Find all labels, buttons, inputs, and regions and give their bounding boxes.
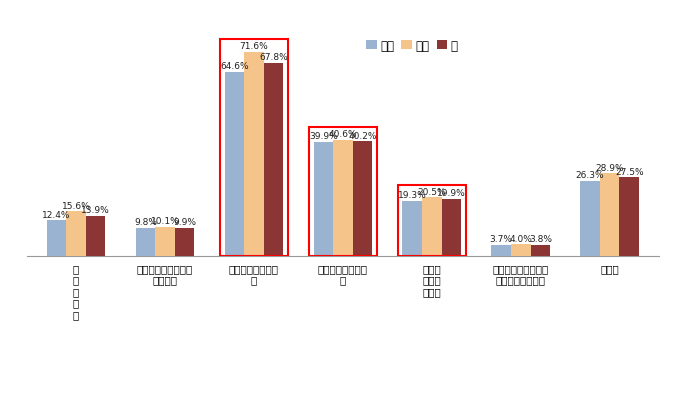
Text: その他: その他: [600, 263, 619, 273]
Bar: [403, 201, 422, 256]
Bar: [314, 143, 333, 256]
Text: 13.9%: 13.9%: [81, 206, 110, 215]
Bar: [492, 246, 511, 256]
Text: 10.1%: 10.1%: [151, 217, 179, 225]
Text: 9.8%: 9.8%: [134, 218, 157, 226]
Bar: [175, 228, 194, 256]
Bar: [530, 245, 550, 256]
Text: 67.8%: 67.8%: [259, 53, 288, 62]
Bar: [263, 64, 283, 256]
Text: 26.3%: 26.3%: [576, 171, 604, 180]
Bar: [67, 212, 86, 256]
Text: 3.7%: 3.7%: [490, 235, 513, 244]
Text: 家計の収入が減っ
た: 家計の収入が減っ た: [229, 263, 279, 285]
Text: 返還するものだとは
思っていなかった: 返還するものだとは 思っていなかった: [493, 263, 549, 285]
Bar: [422, 198, 441, 256]
Bar: [398, 185, 466, 256]
Bar: [309, 128, 377, 256]
Text: 40.2%: 40.2%: [348, 131, 377, 140]
Bar: [47, 221, 67, 256]
Bar: [220, 40, 288, 256]
Text: 20.5%: 20.5%: [418, 187, 446, 196]
Bar: [441, 199, 461, 256]
Text: 15.6%: 15.6%: [62, 201, 90, 210]
Text: 27.5%: 27.5%: [615, 167, 644, 176]
Text: 19.3%: 19.3%: [398, 190, 426, 199]
Text: 39.9%: 39.9%: [309, 132, 337, 141]
Bar: [333, 141, 352, 256]
Bar: [511, 244, 530, 256]
Text: 71.6%: 71.6%: [240, 42, 268, 51]
Text: 入院、
事故、
災害等: 入院、 事故、 災害等: [422, 263, 441, 296]
Text: 4.0%: 4.0%: [509, 234, 532, 243]
Text: 12.4%: 12.4%: [42, 210, 71, 219]
Text: 3.8%: 3.8%: [529, 235, 552, 244]
Text: 19.9%: 19.9%: [437, 189, 466, 198]
Bar: [581, 181, 600, 256]
Text: 家計の支出が増え
た: 家計の支出が増え た: [318, 263, 368, 285]
Legend: 男性, 女性, 計: 男性, 女性, 計: [361, 35, 462, 57]
Text: 9.9%: 9.9%: [173, 217, 196, 226]
Text: 28.9%: 28.9%: [595, 163, 624, 172]
Text: 忙
し
か
っ
た: 忙 し か っ た: [73, 263, 79, 319]
Bar: [155, 228, 175, 256]
Bar: [86, 216, 105, 256]
Bar: [600, 174, 619, 256]
Text: 40.6%: 40.6%: [329, 130, 357, 139]
Bar: [619, 178, 639, 256]
Text: 返還を忘れていたな
どのミス: 返還を忘れていたな どのミス: [137, 263, 193, 285]
Text: 64.6%: 64.6%: [220, 62, 249, 71]
Bar: [136, 228, 155, 256]
Bar: [352, 142, 372, 256]
Bar: [225, 73, 244, 256]
Bar: [244, 53, 263, 256]
